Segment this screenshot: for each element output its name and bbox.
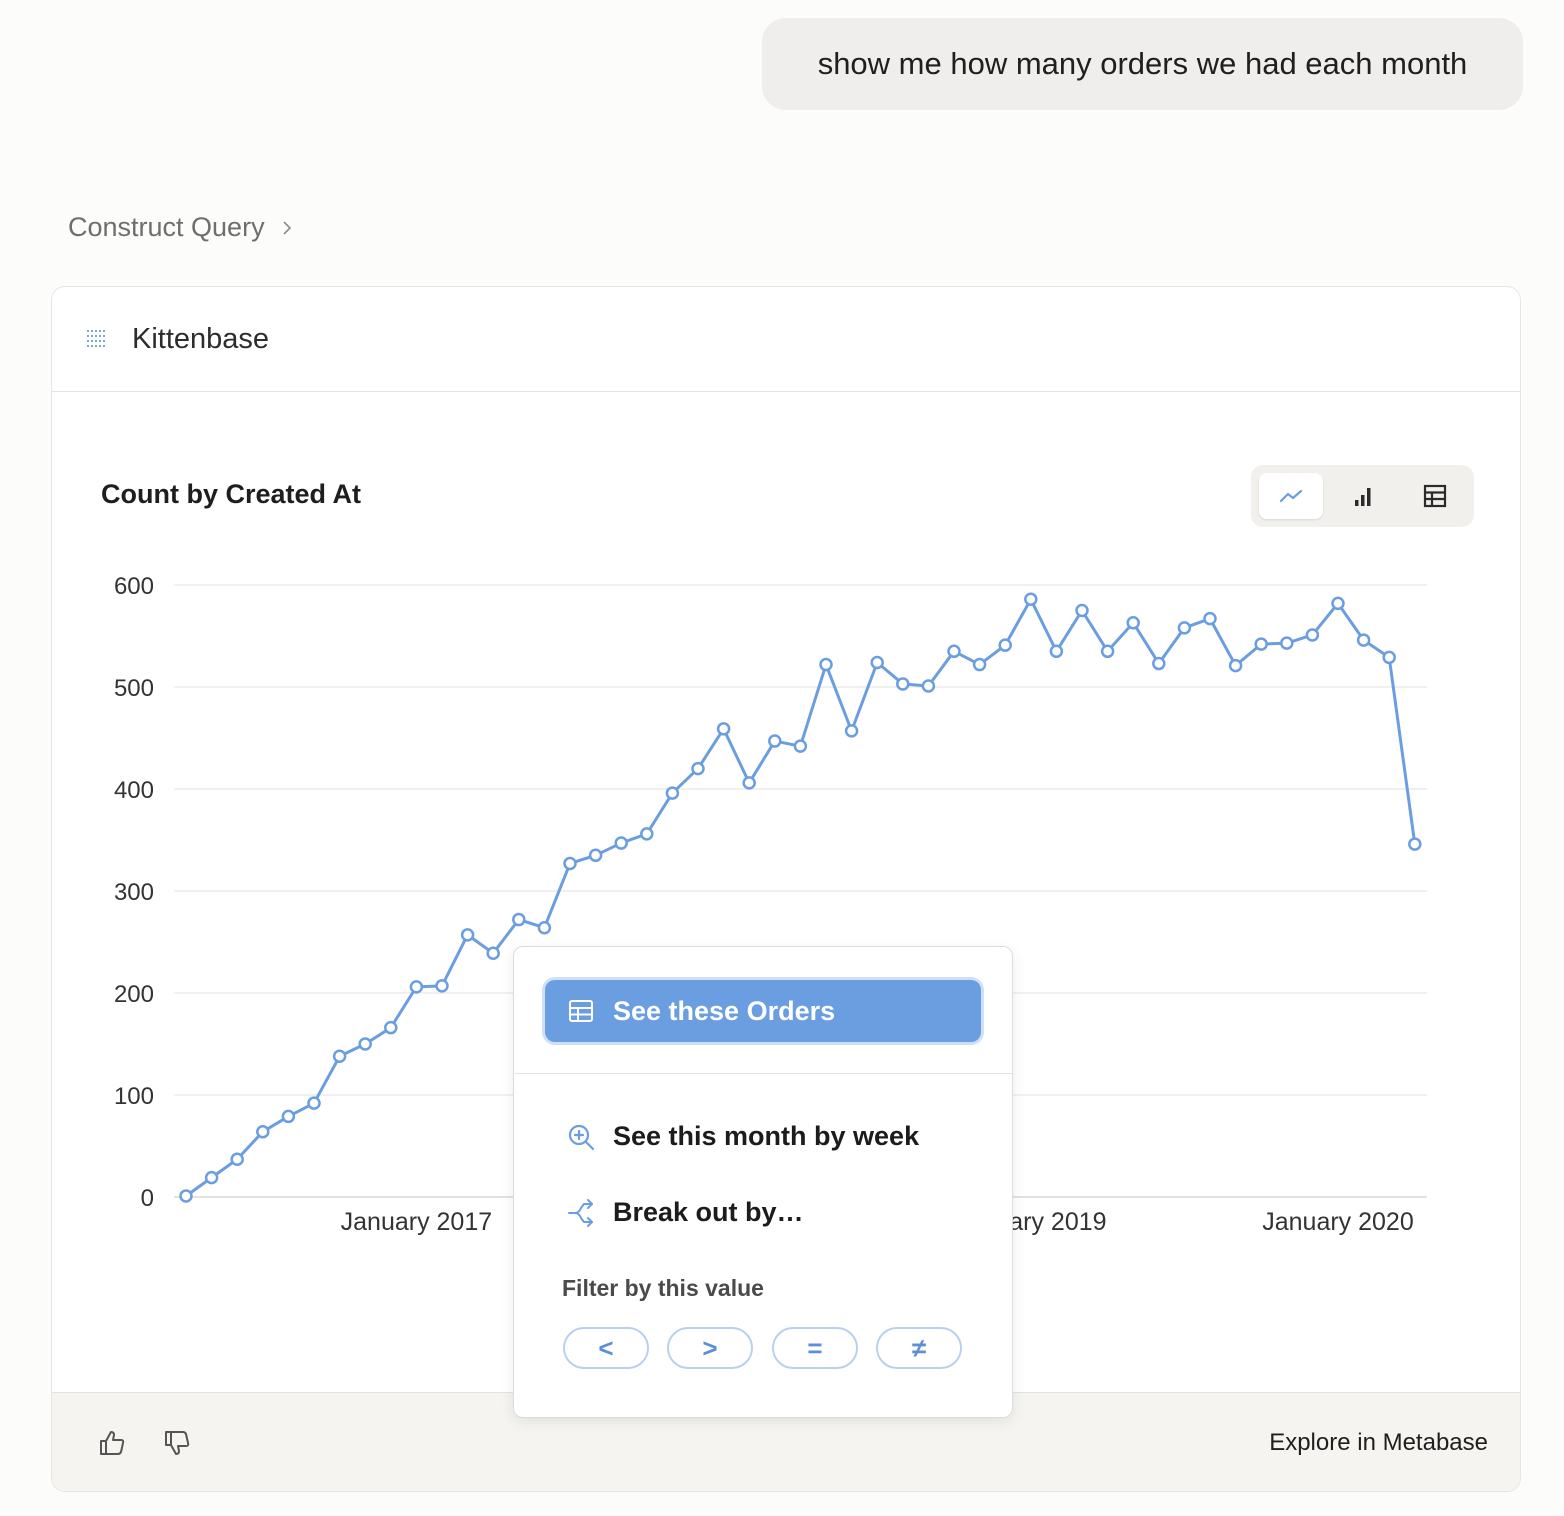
data-point: [972, 657, 987, 672]
data-point: [1356, 633, 1371, 647]
popover-divider: [514, 1073, 1012, 1074]
data-point: [563, 856, 577, 871]
zoom-in-icon: [568, 1124, 595, 1150]
data-point: [204, 1170, 219, 1185]
see-month-by-week-label: See this month by week: [613, 1121, 920, 1151]
data-point: [1331, 596, 1345, 611]
data-point: [614, 836, 628, 850]
data-point: [256, 1124, 270, 1139]
source-name: Kittenbase: [132, 322, 270, 355]
chart-title: Count by Created At: [101, 479, 362, 509]
data-point: [1382, 650, 1396, 665]
data-point: [1100, 644, 1115, 659]
data-point: [435, 979, 449, 993]
data-point: [537, 920, 552, 935]
data-point: [512, 912, 526, 927]
see-these-orders-label: See these Orders: [613, 995, 836, 1026]
break-out-by-label: Break out by…: [613, 1197, 804, 1227]
break-out-by-item[interactable]: Break out by…: [566, 1197, 804, 1228]
y-tick-label: 500: [114, 675, 154, 702]
data-point: [358, 1037, 372, 1051]
data-point: [1152, 656, 1166, 671]
y-tick-label: 400: [114, 777, 154, 804]
table-view-button[interactable]: [1403, 473, 1467, 519]
data-point: [1075, 603, 1089, 618]
thumbs-up-icon[interactable]: [96, 1427, 128, 1459]
line-chart-button[interactable]: [1259, 473, 1323, 519]
filter-greater-than-button[interactable]: >: [667, 1327, 753, 1369]
y-tick-label: 100: [114, 1083, 154, 1110]
data-point: [896, 677, 910, 691]
split-arrows-icon: [568, 1198, 593, 1227]
user-message-bubble: show me how many orders we had each mont…: [762, 18, 1523, 110]
y-tick-label: 0: [141, 1185, 154, 1212]
data-point: [179, 1189, 193, 1203]
card-header: Kittenbase: [52, 287, 1520, 392]
data-point: [844, 724, 859, 738]
explore-in-metabase-link[interactable]: Explore in Metabase: [1269, 1429, 1488, 1456]
data-point: [588, 848, 603, 863]
data-point: [716, 722, 731, 736]
data-point: [947, 644, 961, 659]
data-point: [793, 739, 808, 753]
see-these-orders-button[interactable]: See these Orders: [545, 980, 981, 1042]
database-grid-icon: [87, 330, 105, 347]
step-label: Construct Query: [68, 212, 265, 242]
data-point: [1177, 621, 1192, 635]
data-point: [1203, 611, 1217, 626]
data-point: [998, 638, 1012, 652]
visualization-toggle: [1251, 465, 1474, 527]
see-month-by-week-item[interactable]: See this month by week: [566, 1121, 919, 1152]
drill-popover: See these Orders See this month by week …: [513, 946, 1013, 1418]
user-message-text: show me how many orders we had each mont…: [817, 46, 1468, 81]
data-point: [332, 1049, 347, 1063]
data-point: [691, 761, 705, 776]
data-point: [921, 679, 936, 693]
filter-less-than-button[interactable]: <: [563, 1327, 649, 1369]
y-tick-label: 300: [114, 879, 154, 906]
data-point: [1254, 637, 1268, 651]
y-tick-label: 200: [114, 981, 154, 1008]
data-point: [1305, 628, 1320, 642]
data-point: [281, 1109, 296, 1124]
data-point: [1280, 636, 1294, 650]
data-point: [768, 734, 782, 748]
bar-chart-button[interactable]: [1331, 473, 1395, 519]
filter-equals-button[interactable]: =: [772, 1327, 858, 1369]
data-point: [230, 1152, 244, 1167]
data-point: [819, 657, 833, 672]
construct-query-step[interactable]: Construct Query: [68, 212, 295, 243]
data-point: [1024, 592, 1038, 607]
data-point: [640, 827, 654, 841]
table-icon: [569, 1000, 593, 1022]
data-point: [1228, 658, 1243, 673]
bar-chart-icon: [1355, 488, 1371, 506]
filter-not-equals-button[interactable]: ≠: [876, 1327, 962, 1369]
data-point: [1408, 837, 1422, 851]
data-point: [870, 655, 884, 670]
chevron-right-icon: [283, 220, 291, 235]
data-point: [1126, 615, 1140, 630]
thumbs-down-icon[interactable]: [161, 1427, 193, 1459]
x-tick-label: January 2020: [1262, 1208, 1414, 1236]
data-point: [307, 1096, 321, 1110]
data-point: [1049, 644, 1064, 659]
data-point: [384, 1020, 398, 1035]
data-point: [409, 980, 424, 994]
y-tick-label: 600: [114, 573, 154, 600]
table-icon: [1423, 484, 1447, 508]
line-chart-icon: [1279, 489, 1303, 503]
data-point: [460, 928, 475, 942]
filter-by-value-label: Filter by this value: [562, 1275, 764, 1301]
x-tick-label: January 2017: [341, 1208, 493, 1236]
data-point: [742, 776, 756, 790]
data-point: [486, 946, 500, 960]
data-point: [665, 786, 680, 800]
